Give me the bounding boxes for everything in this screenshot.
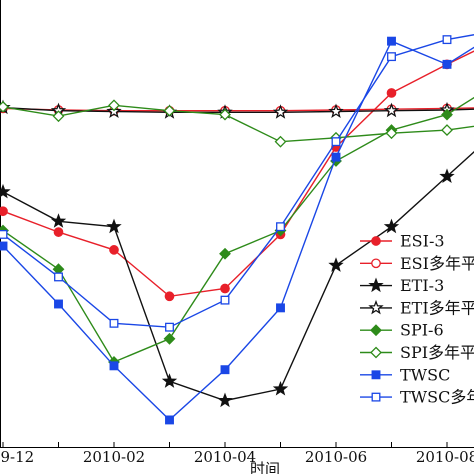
legend-label: ETI多年平均 <box>400 298 474 317</box>
legend-item: SPI-6 <box>360 321 444 340</box>
data-point <box>274 135 287 148</box>
legend-marker <box>370 346 382 359</box>
plot-frame <box>0 0 474 448</box>
series-TWSC多年平均 <box>0 34 474 332</box>
data-point <box>108 99 120 112</box>
legend-item: ETI-3 <box>360 276 444 295</box>
data-point <box>387 36 396 46</box>
legend-item: ESI-3 <box>360 232 445 251</box>
legend-marker <box>371 392 381 402</box>
legend-label: ETI-3 <box>400 276 444 295</box>
data-point <box>165 322 174 332</box>
data-point <box>385 127 398 140</box>
legend-label: TWSC多年平均 <box>400 388 474 407</box>
data-point <box>441 108 453 121</box>
data-point <box>386 88 397 98</box>
data-point <box>54 299 63 309</box>
data-point <box>52 110 65 123</box>
legend-marker <box>371 236 381 246</box>
data-point <box>331 152 341 162</box>
data-point <box>109 318 119 328</box>
legend-label: ESI-3 <box>400 232 445 251</box>
data-point <box>328 257 344 272</box>
legend-item: TWSC <box>360 365 450 384</box>
data-point <box>217 392 233 408</box>
data-point <box>220 365 230 375</box>
data-point <box>0 229 8 239</box>
data-point <box>441 124 453 136</box>
legend-item: ESI多年平均 <box>360 254 474 273</box>
x-tick-label: 2010-06 <box>305 448 367 466</box>
x-tick-label: 2010-08 <box>416 448 474 466</box>
legend-item: TWSC多年平均 <box>360 388 474 407</box>
data-point <box>163 104 176 117</box>
legend-marker <box>368 299 384 315</box>
data-point <box>0 100 9 113</box>
series-layer <box>0 34 474 425</box>
data-point <box>0 206 8 217</box>
legend-marker <box>371 370 381 380</box>
x-tick-label: 2009-12 <box>0 448 34 466</box>
data-point <box>109 361 119 371</box>
legend-marker <box>368 277 384 293</box>
data-point <box>109 245 119 255</box>
data-point <box>50 213 67 228</box>
data-point <box>0 183 11 199</box>
data-point <box>387 52 396 62</box>
x-tick-label: 2010-02 <box>83 448 145 466</box>
data-point <box>161 373 178 388</box>
data-point <box>442 35 452 45</box>
data-point <box>106 218 122 234</box>
legend-marker <box>370 324 382 337</box>
data-point <box>272 380 289 396</box>
data-point <box>439 168 455 183</box>
data-point <box>276 303 285 313</box>
legend-label: ESI多年平均 <box>400 254 474 273</box>
series-ETI-3 <box>0 151 474 408</box>
data-point <box>163 332 176 345</box>
legend: ESI-3 ESI多年平均 ETI-3 ETI多年平均 SPI-6 SPI多年平均 TWSC… <box>360 232 474 407</box>
series-TWSC <box>0 36 474 425</box>
x-axis: 2009-12 2010-02 2010-04 2010-06 2010-08 <box>0 442 474 466</box>
data-point <box>220 283 230 294</box>
x-axis-label: 时间 <box>250 460 280 474</box>
data-point <box>331 137 341 147</box>
legend-marker <box>371 258 381 269</box>
data-point <box>0 241 8 251</box>
legend-label: SPI多年平均 <box>400 343 474 362</box>
series-SPI多年平均 <box>0 99 474 148</box>
series-line <box>0 96 474 363</box>
series-ESI-3 <box>0 50 474 302</box>
legend-item: SPI多年平均 <box>360 343 474 362</box>
data-point <box>54 272 63 282</box>
series-ETI多年平均 <box>0 99 474 119</box>
x-tick-label: 2010-04 <box>194 448 256 466</box>
data-point <box>53 227 64 237</box>
data-point <box>328 103 344 119</box>
data-point <box>276 222 285 232</box>
data-point <box>272 104 289 119</box>
data-point <box>165 415 174 425</box>
data-point <box>219 247 231 260</box>
data-point <box>383 102 400 118</box>
data-point <box>383 218 400 234</box>
data-point <box>164 291 175 302</box>
legend-item: ETI多年平均 <box>360 298 474 317</box>
data-point <box>220 295 230 305</box>
data-point <box>219 108 231 121</box>
data-point <box>442 59 452 69</box>
legend-label: TWSC <box>400 365 450 384</box>
legend-label: SPI-6 <box>400 321 444 340</box>
